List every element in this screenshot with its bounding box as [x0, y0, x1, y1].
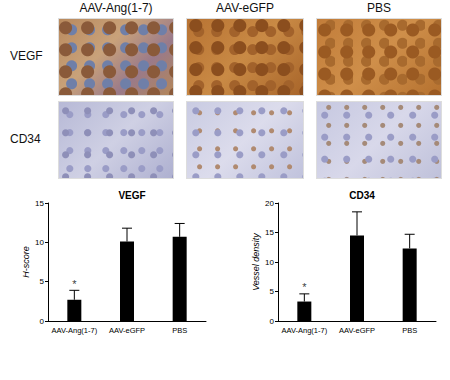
svg-text:5: 5	[270, 287, 275, 296]
svg-text:15: 15	[35, 199, 44, 208]
svg-text:*: *	[72, 278, 77, 290]
svg-text:0: 0	[270, 317, 275, 326]
svg-text:AAV-eGFP: AAV-eGFP	[339, 326, 375, 335]
svg-text:*: *	[302, 281, 307, 293]
svg-text:CD34: CD34	[349, 190, 375, 201]
svg-text:20: 20	[265, 199, 274, 208]
svg-text:AAV-eGFP: AAV-eGFP	[109, 326, 145, 335]
svg-text:10: 10	[265, 258, 274, 267]
svg-text:PBS: PBS	[402, 326, 417, 335]
svg-text:AAV-Ang(1-7): AAV-Ang(1-7)	[51, 326, 97, 335]
svg-text:0: 0	[40, 317, 45, 326]
svg-text:VEGF: VEGF	[118, 190, 145, 201]
svg-text:AAV-Ang(1-7): AAV-Ang(1-7)	[281, 326, 327, 335]
html-text:AAV-eGFP: AAV-eGFP	[216, 1, 274, 15]
html-text:CD34: CD34	[10, 132, 41, 146]
html-text:AAV-Ang(1-7): AAV-Ang(1-7)	[79, 1, 153, 15]
svg-text:H-score: H-score	[21, 246, 31, 278]
html-text:VEGF: VEGF	[10, 49, 43, 63]
svg-text:Vessel density: Vessel density	[251, 233, 261, 291]
svg-text:PBS: PBS	[172, 326, 187, 335]
html-text:PBS: PBS	[367, 1, 391, 15]
svg-text:15: 15	[265, 228, 274, 237]
svg-text:5: 5	[40, 277, 45, 286]
svg-text:10: 10	[35, 238, 44, 247]
